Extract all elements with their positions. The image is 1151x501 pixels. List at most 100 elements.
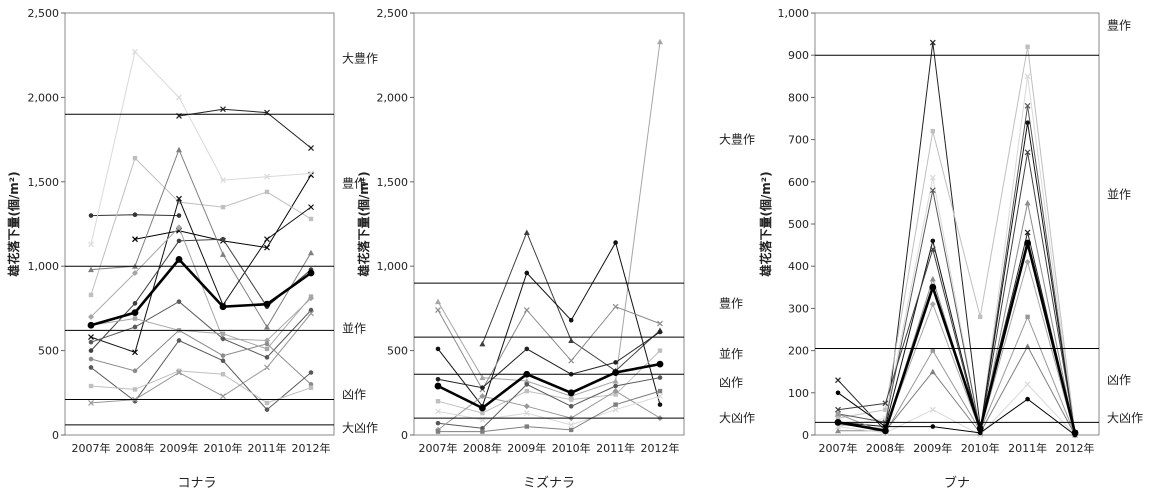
series-5 — [88, 155, 314, 298]
x-tick-label: 2010年 — [961, 441, 1000, 455]
mean-series — [434, 360, 664, 412]
data-point — [220, 177, 226, 184]
data-point — [264, 341, 270, 347]
data-point — [132, 48, 138, 55]
y-tick-label: 2,000 — [377, 91, 409, 104]
data-point — [220, 251, 226, 257]
series-line — [438, 390, 661, 433]
mean-point — [131, 309, 139, 317]
series-line — [90, 300, 312, 358]
mean-point — [219, 303, 227, 311]
data-point — [657, 375, 663, 380]
y-tick-label: 200 — [788, 345, 809, 358]
y-tick-label: 500 — [38, 345, 59, 358]
series-line — [90, 296, 312, 350]
series-line — [437, 331, 661, 389]
series-3 — [835, 73, 1078, 438]
data-point — [1025, 44, 1030, 49]
mean-series — [87, 256, 315, 329]
data-point — [1024, 73, 1031, 80]
series-line — [437, 390, 661, 431]
data-point — [435, 408, 441, 415]
data-point — [435, 376, 441, 382]
x-tick-label: 2007年 — [819, 441, 858, 455]
data-point — [88, 356, 94, 362]
y-tick-label: 1,000 — [778, 7, 810, 20]
data-point — [308, 385, 314, 390]
data-point — [1024, 149, 1031, 156]
x-tick-label: 2012年 — [292, 441, 331, 455]
chart-panel-3: 0 100 200 300 400 500 600 700 800 900 1,000 2007年 20… — [758, 7, 1143, 491]
data-point — [613, 360, 618, 365]
mean-point — [1024, 239, 1031, 247]
data-point — [1025, 314, 1030, 320]
data-point — [480, 410, 485, 416]
series-10 — [435, 388, 663, 434]
data-point — [176, 338, 182, 343]
plot-frame — [64, 12, 335, 436]
series-line — [90, 313, 312, 404]
data-point — [930, 128, 935, 134]
data-point — [523, 377, 530, 384]
data-point — [568, 317, 574, 323]
y-axis-label: 雄花落下量(個/m²) — [6, 171, 21, 277]
series-line — [90, 50, 312, 245]
data-point — [835, 406, 841, 413]
series-1 — [835, 39, 1078, 436]
data-point — [929, 246, 936, 253]
data-point — [612, 377, 619, 384]
data-point — [132, 269, 138, 276]
data-point — [132, 387, 138, 392]
data-point — [568, 404, 574, 409]
mean-line — [837, 242, 1077, 434]
x-tick-label: 2010年 — [204, 441, 243, 455]
data-point — [523, 307, 530, 314]
data-point — [308, 204, 314, 211]
data-point — [264, 407, 270, 412]
data-point — [220, 353, 226, 358]
series-3 — [176, 106, 314, 151]
data-point — [657, 348, 663, 353]
data-point — [613, 240, 618, 245]
y-tick-label: 0 — [52, 429, 59, 442]
data-point — [480, 385, 485, 391]
data-point — [220, 204, 226, 210]
data-point — [308, 145, 314, 151]
data-point — [132, 368, 138, 374]
x-tick-label: 2008年 — [116, 441, 155, 455]
data-point — [132, 349, 138, 356]
mean-point — [87, 321, 95, 329]
data-point — [220, 336, 226, 342]
series-line — [134, 174, 312, 249]
data-point — [308, 307, 314, 313]
mean-line — [90, 257, 312, 327]
data-point — [308, 310, 314, 317]
plot-frame — [413, 12, 685, 436]
data-point — [88, 313, 94, 320]
data-point — [132, 324, 138, 330]
x-tick-label: 2012年 — [1056, 441, 1095, 455]
data-point — [523, 410, 530, 416]
data-point — [264, 400, 270, 406]
y-tick-label: 100 — [788, 387, 809, 400]
data-point — [264, 244, 270, 251]
data-point — [308, 170, 314, 177]
x-tick-label: 2011年 — [1008, 441, 1047, 455]
series-line — [837, 76, 1076, 436]
y-tick-label: 2,500 — [377, 7, 409, 20]
x-tick-label: 2007年 — [72, 441, 111, 455]
data-point — [568, 337, 575, 343]
data-point — [657, 402, 663, 407]
threshold-label: 凶作 — [719, 376, 743, 390]
data-point — [524, 388, 529, 394]
data-point — [88, 334, 94, 341]
mean-point — [976, 425, 984, 433]
data-point — [657, 388, 663, 394]
data-point — [264, 323, 270, 330]
threshold-label: 凶作 — [342, 387, 366, 401]
series-11 — [88, 328, 314, 387]
data-point — [1024, 102, 1031, 109]
data-point — [523, 229, 530, 235]
series-1 — [88, 212, 182, 218]
